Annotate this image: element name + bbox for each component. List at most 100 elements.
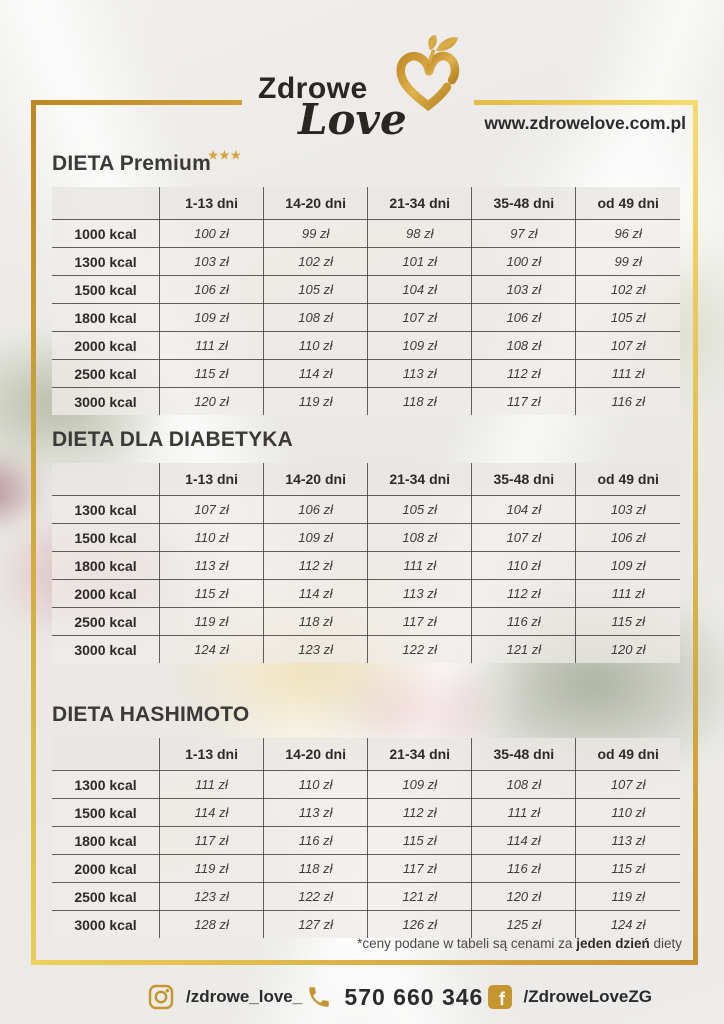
price-cell: 123 zł — [263, 635, 369, 663]
section-title-text: DIETA DLA DIABETYKA — [52, 428, 294, 451]
table-row: 1300 kcal 103 zł 102 zł 101 zł 100 zł 99 zł — [52, 247, 680, 276]
price-cell: 115 zł — [575, 607, 680, 636]
frame-border-top-right — [474, 100, 698, 105]
price-cell: 100 zł — [158, 219, 265, 248]
price-cell: 107 zł — [367, 303, 473, 332]
price-cell: 102 zł — [263, 247, 369, 276]
phone-number[interactable]: 570 660 346 — [344, 983, 484, 1010]
price-cell: 109 zł — [263, 523, 369, 552]
table-row: 2000 kcal 115 zł 114 zł 113 zł 112 zł 111 zł — [52, 579, 680, 608]
price-cell: 119 zł — [158, 854, 265, 883]
price-cell: 97 zł — [471, 219, 577, 248]
price-cell: 121 zł — [471, 635, 577, 663]
facebook-link[interactable]: f /ZdroweLoveZG — [487, 985, 652, 1009]
table-head: 1-13 dni 14-20 dni 21-34 dni 35-48 dni od 49… — [52, 187, 680, 220]
premium-stars-icon: ★★★ — [208, 150, 242, 162]
price-cell: 112 zł — [471, 359, 577, 388]
kcal-label: 1000 kcal — [52, 219, 160, 248]
price-cell: 117 zł — [367, 854, 473, 883]
price-table-diabetyka: 1-13 dni 14-20 dni 21-34 dni 35-48 dni od 49… — [52, 463, 680, 663]
table-row: 1800 kcal 113 zł 112 zł 111 zł 110 zł 109 zł — [52, 551, 680, 580]
price-cell: 115 zł — [158, 359, 265, 388]
price-cell: 115 zł — [367, 826, 473, 855]
kcal-label: 3000 kcal — [52, 910, 160, 938]
section-title-text: DIETA Premium — [52, 152, 211, 175]
price-cell: 122 zł — [367, 635, 473, 663]
column-header: 14-20 dni — [263, 738, 369, 771]
price-cell: 114 zł — [158, 798, 265, 827]
kcal-label: 3000 kcal — [52, 635, 160, 663]
table-row: 3000 kcal 128 zł 127 zł 126 zł 125 zł 124 zł — [52, 910, 680, 938]
price-cell: 102 zł — [575, 275, 680, 304]
price-cell: 99 zł — [575, 247, 680, 276]
price-cell: 109 zł — [367, 770, 473, 799]
instagram-link[interactable]: /zdrowe_love_ — [148, 984, 302, 1010]
price-cell: 98 zł — [367, 219, 473, 248]
price-cell: 117 zł — [471, 387, 577, 415]
price-cell: 120 zł — [575, 635, 680, 663]
price-cell: 103 zł — [158, 247, 265, 276]
price-cell: 114 zł — [471, 826, 577, 855]
price-cell: 124 zł — [575, 910, 680, 938]
instagram-icon[interactable] — [148, 984, 174, 1010]
price-cell: 119 zł — [263, 387, 369, 415]
corner-cell — [52, 463, 160, 496]
price-cell: 119 zł — [158, 607, 265, 636]
instagram-handle[interactable]: /zdrowe_love_ — [186, 987, 303, 1006]
table-row: 2000 kcal 119 zł 118 zł 117 zł 116 zł 115 zł — [52, 854, 680, 883]
brand-name-top: Zdrowe — [258, 72, 368, 105]
price-cell: 101 zł — [367, 247, 473, 276]
price-cell: 110 zł — [575, 798, 680, 827]
brand-name-script: Love — [298, 95, 407, 144]
price-cell: 107 zł — [575, 331, 680, 360]
price-cell: 110 zł — [158, 523, 265, 552]
price-cell: 104 zł — [367, 275, 473, 304]
price-cell: 106 zł — [471, 303, 577, 332]
table-head: 1-13 dni 14-20 dni 21-34 dni 35-48 dni od 49… — [52, 738, 680, 771]
table-row: 3000 kcal 120 zł 119 zł 118 zł 117 zł 116 zł — [52, 387, 680, 415]
header-row: 1-13 dni 14-20 dni 21-34 dni 35-48 dni od 49… — [52, 738, 680, 771]
price-cell: 108 zł — [263, 303, 369, 332]
kcal-label: 2500 kcal — [52, 882, 160, 911]
price-cell: 99 zł — [263, 219, 369, 248]
price-cell: 109 zł — [367, 331, 473, 360]
price-cell: 107 zł — [575, 770, 680, 799]
price-cell: 112 zł — [471, 579, 577, 608]
contact-bar: /zdrowe_love_ 570 660 346 f /ZdroweLoveZ… — [0, 972, 724, 1022]
kcal-label: 1800 kcal — [52, 551, 160, 580]
table-row: 1000 kcal 100 zł 99 zł 98 zł 97 zł 96 zł — [52, 219, 680, 248]
website-url[interactable]: www.zdrowelove.com.pl — [484, 113, 686, 133]
price-cell: 119 zł — [575, 882, 680, 911]
price-cell: 109 zł — [575, 551, 680, 580]
table-row: 1500 kcal 106 zł 105 zł 104 zł 103 zł 102 zł — [52, 275, 680, 304]
kcal-label: 2000 kcal — [52, 854, 160, 883]
header-row: 1-13 dni 14-20 dni 21-34 dni 35-48 dni od 49… — [52, 187, 680, 220]
facebook-handle[interactable]: /ZdroweLoveZG — [523, 987, 652, 1006]
price-cell: 128 zł — [158, 910, 265, 938]
kcal-label: 2000 kcal — [52, 331, 160, 360]
section-title-text: DIETA HASHIMOTO — [52, 703, 250, 726]
price-cell: 116 zł — [263, 826, 369, 855]
price-cell: 106 zł — [575, 523, 680, 552]
price-cell: 110 zł — [471, 551, 577, 580]
phone-link[interactable]: 570 660 346 — [306, 984, 483, 1011]
footnote-suffix: diety — [649, 936, 682, 951]
apple-heart-icon — [396, 34, 460, 112]
price-cell: 113 zł — [263, 798, 369, 827]
section-title: DIETA HASHIMOTO — [52, 703, 680, 727]
price-table-hashimoto: 1-13 dni 14-20 dni 21-34 dni 35-48 dni od 49… — [52, 738, 680, 938]
price-cell: 103 zł — [471, 275, 577, 304]
facebook-icon[interactable]: f — [487, 985, 512, 1009]
kcal-label: 2500 kcal — [52, 607, 160, 636]
corner-cell — [52, 187, 160, 220]
footnote-bold: jeden dzień — [576, 936, 650, 951]
price-cell: 107 zł — [158, 495, 265, 524]
price-cell: 103 zł — [575, 495, 680, 524]
price-cell: 105 zł — [367, 495, 473, 524]
price-cell: 111 zł — [158, 770, 265, 799]
phone-icon[interactable] — [306, 984, 332, 1010]
price-cell: 120 zł — [158, 387, 265, 415]
price-cell: 110 zł — [263, 331, 369, 360]
column-header: 35-48 dni — [471, 463, 577, 496]
